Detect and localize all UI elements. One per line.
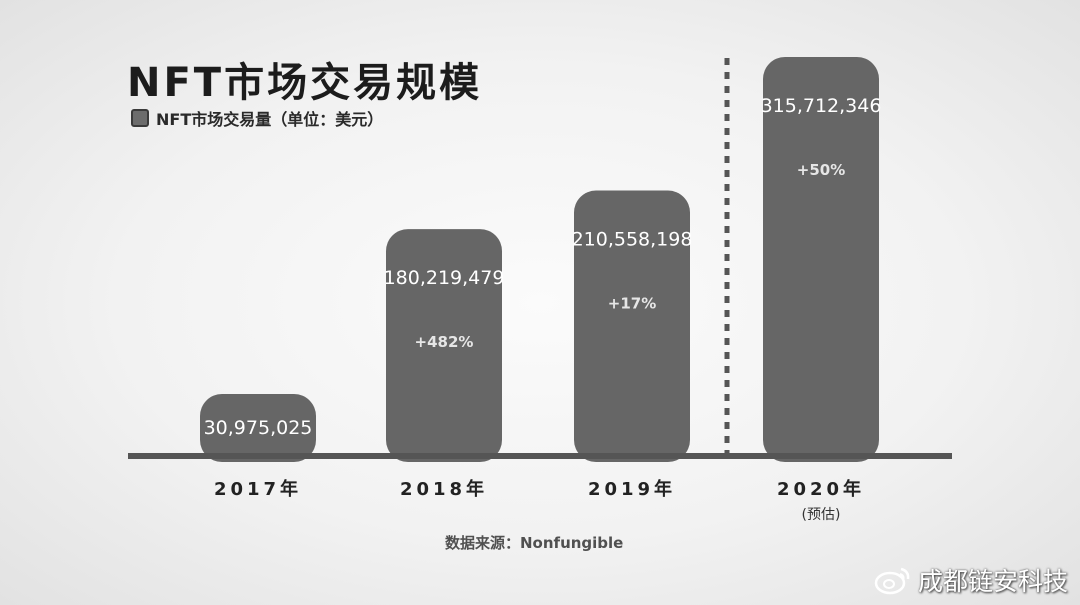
bar-3	[574, 190, 690, 463]
watermark-text: 成都链安科技	[917, 567, 1068, 596]
value-label-4: 315,712,346	[761, 95, 882, 117]
bar-1	[200, 394, 316, 462]
x-tick-label-4: 2020年	[777, 478, 865, 500]
labels-layer: 30,975,025 2017年 180,219,479 +482% 2018年 210,…	[204, 95, 882, 523]
legend-swatch	[131, 109, 149, 127]
chart-title: NFT市场交易规模	[127, 60, 483, 106]
x-tick-label-2: 2018年	[400, 478, 488, 500]
value-label-1: 30,975,025	[204, 417, 313, 439]
growth-label-4: +50%	[797, 161, 845, 179]
data-source: 数据来源：Nonfungible	[445, 534, 624, 552]
bars-layer	[200, 57, 879, 463]
legend: NFT市场交易量（单位：美元）	[131, 106, 383, 130]
growth-label-2: +482%	[415, 333, 474, 351]
value-label-3: 210,558,198	[572, 229, 693, 251]
x-tick-label-3: 2019年	[588, 478, 676, 500]
x-tick-note-4: (预估)	[802, 507, 841, 523]
x-tick-label-1: 2017年	[214, 478, 302, 500]
legend-label: NFT市场交易量（单位：美元）	[156, 110, 384, 129]
value-label-2: 180,219,479	[384, 267, 505, 289]
weibo-icon	[874, 567, 910, 595]
growth-label-3: +17%	[608, 295, 656, 313]
bar-4	[763, 57, 879, 462]
bar-2	[386, 229, 502, 462]
watermark: 成都链安科技	[874, 562, 1068, 598]
